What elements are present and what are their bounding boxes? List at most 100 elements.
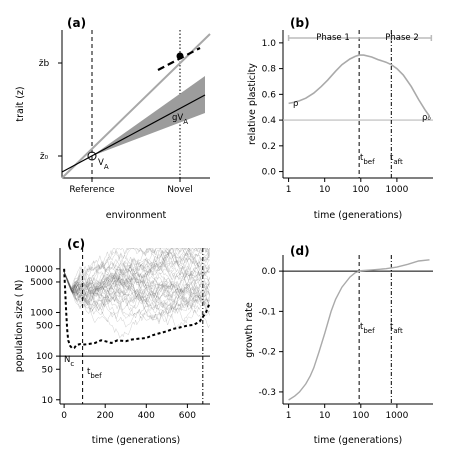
y-tick-label-c: 100 bbox=[36, 352, 53, 362]
population-trajectory bbox=[63, 248, 210, 293]
selection-response-line bbox=[61, 94, 206, 173]
population-trajectory bbox=[63, 272, 210, 339]
t-aft-label-d: taft bbox=[390, 322, 403, 335]
population-trajectory bbox=[63, 248, 210, 297]
population-trajectory bbox=[63, 272, 210, 329]
panel-a: (a) Reference Novel z̄₀ z̄b environment trait … bbox=[15, 16, 211, 221]
population-trajectory bbox=[63, 271, 210, 320]
nc-label: Nc bbox=[64, 355, 74, 368]
phase-1-label: Phase 1 bbox=[316, 33, 350, 43]
rho-label: ρ bbox=[293, 99, 298, 109]
x-tick-label-d: 100 bbox=[352, 411, 369, 421]
x-tick-label-d: 1000 bbox=[385, 411, 408, 421]
population-trajectory bbox=[63, 260, 210, 302]
y-tick-label-c: 5000 bbox=[30, 278, 53, 288]
population-trajectory bbox=[63, 272, 210, 308]
panel-label-c: (c) bbox=[67, 237, 85, 251]
x-tick-label-d: 10 bbox=[319, 411, 331, 421]
x-tick-label-c: 600 bbox=[179, 411, 196, 421]
y-tick-label-b: 1.0 bbox=[262, 39, 277, 49]
population-trajectory bbox=[63, 271, 210, 309]
y-tick-label-c: 1000 bbox=[30, 308, 53, 318]
y-tick-label-b: 0.2 bbox=[262, 142, 276, 152]
growth-rate-curve bbox=[288, 259, 430, 401]
population-trajectory bbox=[63, 248, 210, 289]
panel-c: (c) 0 200 400 600 10 50 100 500 1000 5000 10000 time… bbox=[14, 237, 210, 446]
population-trajectory bbox=[63, 272, 210, 304]
x-axis-label-b: time (generations) bbox=[314, 210, 403, 221]
y-tick-label-d: -0.3 bbox=[258, 388, 276, 398]
population-trajectory bbox=[63, 264, 210, 299]
population-trajectory bbox=[63, 272, 210, 316]
x-tick-label-reference: Reference bbox=[69, 185, 115, 195]
y-tick-label-z0: z̄₀ bbox=[40, 152, 49, 162]
t-aft-label: taft bbox=[390, 153, 403, 166]
population-trajectory bbox=[63, 261, 210, 306]
t-bef-label: tbef bbox=[360, 153, 375, 166]
response-confidence-band bbox=[92, 76, 205, 156]
x-tick-label-b: 1 bbox=[286, 185, 292, 195]
x-tick-label-b: 1000 bbox=[385, 185, 408, 195]
y-tick-label-b: 0.8 bbox=[262, 65, 277, 75]
population-trajectory bbox=[63, 248, 210, 293]
population-trajectory bbox=[63, 262, 210, 307]
population-trajectory bbox=[63, 258, 210, 314]
x-tick-label-c: 0 bbox=[61, 411, 67, 421]
population-trajectory bbox=[63, 269, 210, 309]
y-tick-label-b: 0.0 bbox=[262, 168, 277, 178]
novel-optimum-point bbox=[176, 52, 184, 60]
x-axis-label-c: time (generations) bbox=[92, 435, 181, 446]
population-trajectory bbox=[63, 258, 210, 301]
x-tick-label-b: 100 bbox=[352, 185, 369, 195]
population-trajectory bbox=[63, 257, 210, 292]
panel-label-b: (b) bbox=[290, 16, 310, 30]
annotation-gva: gVA bbox=[172, 113, 188, 126]
y-tick-label-b: 0.4 bbox=[262, 116, 277, 126]
population-trajectory bbox=[63, 253, 210, 311]
y-tick-label-c: 50 bbox=[42, 365, 54, 375]
panel-label-a: (a) bbox=[67, 16, 86, 30]
t-bef-label-d: tbef bbox=[360, 322, 375, 335]
y-axis-label-c: population size ( N) bbox=[14, 280, 25, 373]
y-tick-label-c: 10000 bbox=[24, 265, 53, 275]
trajectory-group bbox=[63, 248, 210, 339]
population-trajectory bbox=[63, 248, 210, 293]
population-trajectory bbox=[63, 248, 210, 298]
population-trajectory bbox=[63, 271, 210, 328]
panel-label-d: (d) bbox=[290, 244, 310, 258]
population-trajectory bbox=[63, 271, 210, 308]
population-trajectory bbox=[63, 248, 210, 293]
x-axis-label-d: time (generations) bbox=[314, 435, 403, 446]
x-tick-label-c: 200 bbox=[97, 411, 114, 421]
population-trajectory bbox=[63, 272, 210, 302]
x-tick-label-d: 1 bbox=[286, 411, 292, 421]
annotation-va: VA bbox=[98, 158, 109, 171]
population-trajectory bbox=[63, 261, 210, 311]
population-trajectory bbox=[63, 271, 210, 328]
y-tick-label-zb: z̄b bbox=[39, 59, 50, 69]
y-tick-label-b: 0.6 bbox=[262, 90, 277, 100]
population-trajectory bbox=[63, 248, 210, 290]
phase-2-label: Phase 2 bbox=[385, 33, 419, 43]
population-trajectory bbox=[63, 271, 210, 322]
population-trajectory bbox=[63, 271, 210, 304]
panel-d: (d) 1 10 100 1000 -0.3 -0.2 -0.1 0.0 time (genera… bbox=[244, 244, 433, 446]
x-tick-label-c: 400 bbox=[138, 411, 155, 421]
population-trajectory bbox=[63, 258, 210, 292]
rho0-label: ρ₀ bbox=[422, 113, 431, 123]
y-tick-label-c: 10 bbox=[42, 396, 54, 406]
population-trajectory bbox=[63, 248, 210, 304]
y-tick-label-d: -0.2 bbox=[258, 348, 276, 358]
population-trajectory bbox=[63, 249, 210, 310]
population-trajectory bbox=[63, 267, 210, 311]
panel-b: (b) 1 10 100 1000 0.0 0.2 0.4 0.6 0.8 1.0 time (gen… bbox=[247, 16, 433, 221]
population-trajectory bbox=[63, 270, 210, 301]
population-trajectory bbox=[63, 258, 210, 308]
population-trajectory bbox=[63, 248, 210, 295]
y-tick-label-d: -0.1 bbox=[258, 307, 276, 317]
population-trajectory bbox=[63, 271, 210, 323]
x-axis-label-a: environment bbox=[106, 210, 167, 221]
y-tick-label-d: 0.0 bbox=[262, 267, 277, 277]
population-trajectory bbox=[63, 248, 210, 310]
